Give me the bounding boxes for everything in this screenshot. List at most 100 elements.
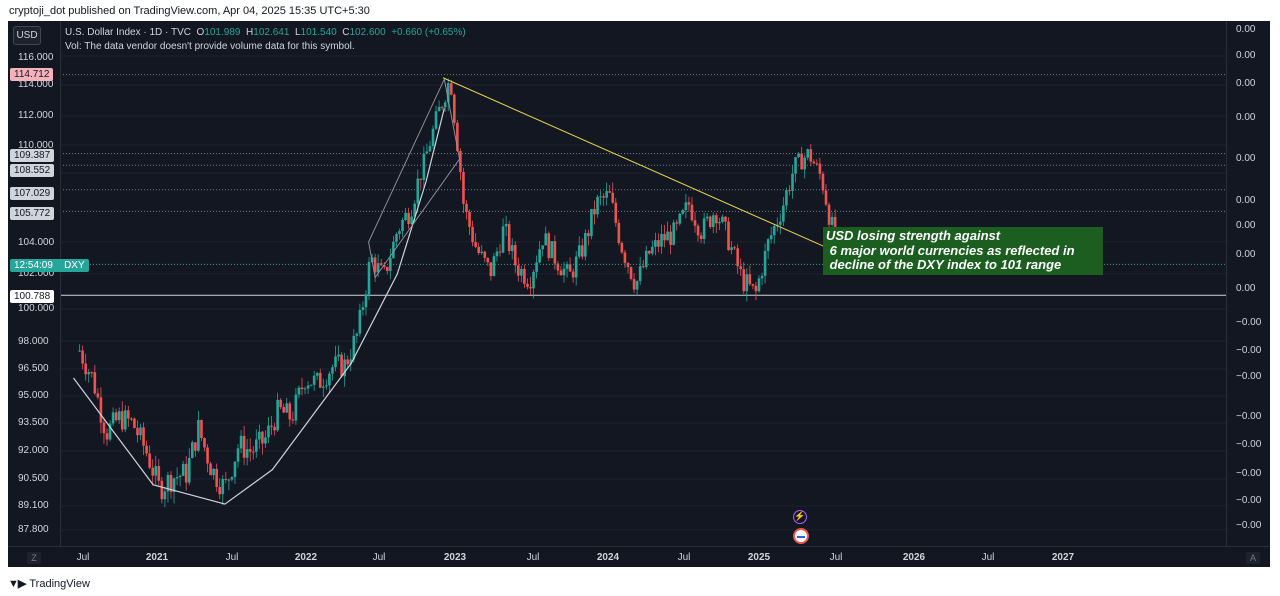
price-axis-label: 112.000	[18, 110, 54, 121]
candle-body	[175, 477, 179, 479]
candle-body	[322, 386, 325, 388]
publish-line: cryptoji_dot published on TradingView.co…	[9, 5, 370, 17]
price-axis-label: 114.000	[18, 79, 54, 90]
candle-body	[334, 356, 337, 368]
low-price-badge: 100.788	[10, 290, 55, 303]
candle-body	[169, 474, 173, 492]
candle-body	[742, 269, 746, 292]
candle-body	[477, 246, 480, 253]
annotation-line-3: decline of the DXY index to 101 range	[826, 257, 1062, 272]
candle-body	[111, 412, 115, 424]
price-chart[interactable]	[8, 21, 1270, 567]
price-axis-right[interactable]	[1226, 21, 1270, 546]
candle-body	[288, 403, 292, 420]
right-axis-label: 0.00	[1236, 112, 1256, 123]
candle-body	[730, 247, 733, 251]
candle-body	[626, 263, 630, 268]
chart-area[interactable]: USD U.S. Dollar Index · 1D · TVC O101.98…	[8, 21, 1270, 567]
us-flag-event-icon[interactable]	[793, 528, 809, 544]
time-axis-label: Jul	[372, 552, 386, 563]
time-axis[interactable]	[8, 546, 1270, 567]
candle-body	[593, 209, 596, 215]
right-axis-label: −0.00	[1236, 345, 1262, 356]
candle-body	[404, 212, 407, 220]
candle-body	[763, 250, 767, 276]
candle-body	[608, 191, 612, 193]
candle-body	[187, 458, 191, 483]
candle-body	[754, 285, 758, 292]
candle-body	[398, 231, 401, 235]
candle-body	[535, 262, 538, 272]
candle-body	[382, 265, 386, 268]
currency-selector[interactable]: USD	[13, 26, 41, 45]
candle-body	[309, 384, 313, 386]
level-badge-1: 109.387	[10, 149, 55, 162]
right-axis-label: −0.00	[1236, 371, 1262, 382]
candle-body	[715, 215, 718, 224]
auto-scale-button[interactable]: A	[1246, 552, 1260, 564]
time-axis-label: 2022	[294, 552, 318, 563]
candle-body	[590, 209, 593, 237]
candle-body	[300, 387, 304, 390]
candle-body	[267, 425, 270, 438]
candle-body	[163, 491, 167, 500]
price-axis-label: 104.000	[18, 237, 55, 248]
footer-brand: TradingView	[29, 577, 90, 590]
candle-body	[123, 410, 127, 430]
candle-body	[127, 410, 130, 419]
symbol-name: U.S. Dollar Index · 1D · TVC	[65, 27, 191, 38]
candle-body	[702, 218, 706, 239]
right-axis-label: −0.00	[1236, 520, 1262, 531]
right-axis-label: −0.00	[1236, 439, 1262, 450]
candle-body	[468, 211, 471, 228]
time-axis-label: Jul	[225, 552, 239, 563]
candle-body	[361, 307, 365, 311]
candle-body	[529, 287, 532, 289]
candle-body	[148, 453, 151, 468]
annotation-box[interactable]: USD losing strength against 6 major worl…	[823, 227, 1103, 275]
candle-body	[602, 196, 605, 198]
candle-body	[794, 157, 797, 174]
close-label: C	[342, 27, 350, 38]
candle-body	[812, 161, 816, 164]
candle-body	[312, 375, 316, 385]
candle-body	[492, 256, 496, 277]
low-label: L	[294, 27, 301, 38]
price-axis-label: 92.000	[18, 445, 49, 456]
lightning-event-icon[interactable]: ⚡	[793, 510, 807, 524]
candle-body	[166, 474, 170, 492]
candle-body	[413, 203, 417, 217]
candle-body	[550, 241, 554, 259]
countdown-timer: 12:54:09	[14, 260, 53, 271]
right-axis-label: −0.00	[1236, 317, 1262, 328]
annotation-line-2: 6 major world currencies as reflected in	[826, 242, 1075, 258]
price-axis-left[interactable]	[8, 21, 61, 546]
candle-body	[251, 451, 255, 453]
candle-body	[337, 354, 340, 357]
candle-body	[739, 266, 743, 270]
candle-body	[282, 407, 286, 413]
candle-body	[504, 224, 508, 227]
right-axis-label: 0.00	[1236, 220, 1256, 231]
candle-body	[830, 216, 834, 225]
symbol-legend: U.S. Dollar Index · 1D · TVC O101.989 H1…	[65, 27, 466, 38]
candle-body	[395, 234, 398, 242]
candle-body	[449, 83, 453, 95]
candle-body	[325, 385, 328, 387]
candle-body	[306, 385, 310, 389]
candle-body	[90, 372, 94, 374]
candle-body	[638, 266, 642, 282]
candle-body	[303, 388, 307, 390]
right-axis-label: 0.00	[1236, 153, 1256, 164]
candle-body	[745, 274, 749, 292]
candle-body	[538, 249, 541, 263]
candle-body	[611, 192, 615, 203]
candle-body	[78, 350, 81, 352]
candle-body	[486, 257, 490, 263]
zoom-toggle-button[interactable]: Z	[27, 552, 41, 564]
time-axis-label: 2026	[902, 552, 926, 563]
candle-body	[416, 178, 420, 204]
candle-body	[690, 204, 694, 221]
right-axis-label: 0.00	[1236, 249, 1256, 260]
candle-body	[620, 243, 624, 253]
